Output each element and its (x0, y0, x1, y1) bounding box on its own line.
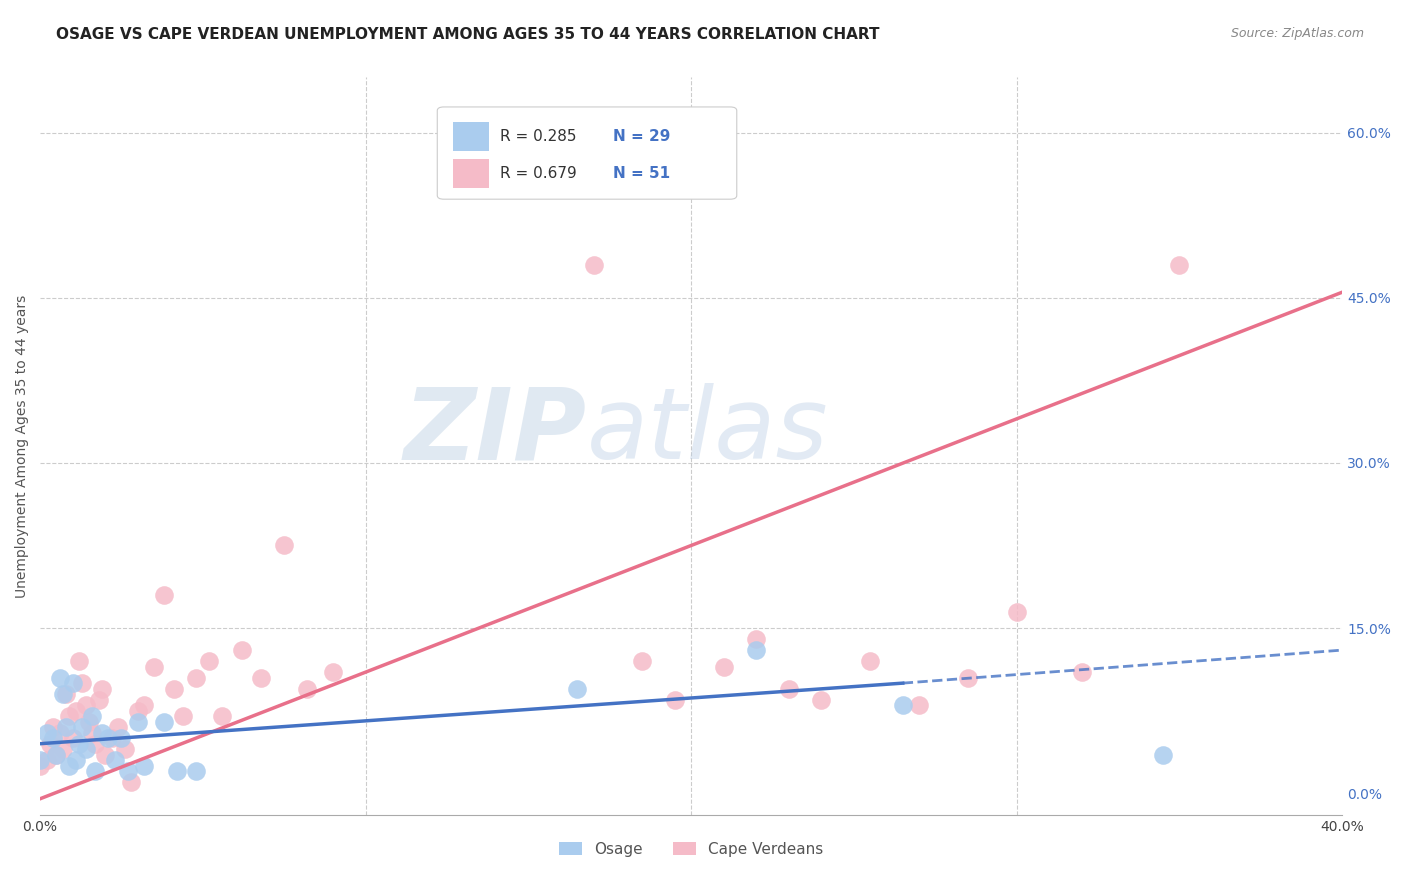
Point (211, 709, 233, 723)
Point (713, 659, 735, 673)
Point (35, 725, 58, 739)
Point (107, 720, 129, 734)
Legend: Osage, Cape Verdeans: Osage, Cape Verdeans (553, 836, 830, 863)
Point (859, 654, 882, 668)
Point (67, 654, 90, 668)
Point (153, 714, 176, 729)
Point (94, 747, 117, 762)
Point (810, 692, 832, 706)
Point (250, 671, 273, 685)
Text: OSAGE VS CAPE VERDEAN UNEMPLOYMENT AMONG AGES 35 TO 44 YEARS CORRELATION CHART: OSAGE VS CAPE VERDEAN UNEMPLOYMENT AMONG… (56, 27, 880, 42)
Text: Source: ZipAtlas.com: Source: ZipAtlas.com (1230, 27, 1364, 40)
Point (956, 671, 979, 685)
Point (67, 737, 90, 751)
Point (91, 681, 114, 696)
Point (172, 709, 194, 723)
Point (65, 753, 87, 767)
Point (186, 671, 208, 685)
Y-axis label: Unemployment Among Ages 35 to 44 years: Unemployment Among Ages 35 to 44 years (15, 294, 30, 598)
Point (143, 659, 166, 673)
Point (162, 681, 184, 696)
Text: R = 0.285: R = 0.285 (499, 129, 576, 144)
Point (273, 539, 295, 553)
Point (75, 742, 97, 756)
Point (91, 725, 114, 739)
Point (1152, 747, 1174, 762)
Point (62, 731, 84, 746)
Point (134, 758, 156, 772)
Point (567, 681, 589, 696)
Text: R = 0.679: R = 0.679 (499, 166, 576, 181)
Point (127, 714, 149, 729)
Text: N = 29: N = 29 (613, 129, 671, 144)
Point (322, 665, 344, 679)
Point (45, 747, 67, 762)
Point (127, 704, 149, 718)
Point (891, 698, 914, 713)
Point (104, 753, 127, 767)
Point (745, 643, 768, 657)
Point (745, 632, 768, 646)
FancyBboxPatch shape (437, 107, 737, 199)
Point (84, 764, 107, 779)
Point (72, 720, 94, 734)
Point (42, 720, 65, 734)
Point (120, 775, 142, 789)
Point (42, 731, 65, 746)
Point (82, 709, 104, 723)
Text: ZIP: ZIP (404, 383, 588, 480)
FancyBboxPatch shape (453, 159, 489, 188)
Point (231, 643, 253, 657)
Point (1168, 258, 1191, 272)
Point (114, 742, 136, 756)
Point (52, 687, 75, 701)
Point (908, 698, 931, 713)
Text: atlas: atlas (588, 383, 828, 480)
Point (58, 709, 80, 723)
Point (35, 753, 58, 767)
Point (58, 758, 80, 772)
Point (72, 676, 94, 690)
Point (30, 758, 52, 772)
Point (1070, 665, 1092, 679)
Point (45, 747, 67, 762)
Point (38, 737, 60, 751)
Point (117, 764, 139, 779)
Point (55, 687, 77, 701)
Point (153, 588, 176, 602)
Point (82, 725, 104, 739)
Point (75, 698, 97, 713)
Point (110, 731, 132, 746)
Point (65, 704, 87, 718)
Point (77, 714, 100, 729)
Point (134, 698, 156, 713)
Point (1005, 605, 1028, 619)
Point (664, 692, 686, 706)
Point (84, 737, 107, 751)
Point (48, 725, 70, 739)
Point (52, 742, 75, 756)
Point (778, 681, 800, 696)
Point (87, 692, 110, 706)
Point (48, 671, 70, 685)
Point (55, 720, 77, 734)
FancyBboxPatch shape (453, 121, 489, 152)
Point (631, 654, 654, 668)
Point (198, 654, 221, 668)
Point (186, 764, 208, 779)
Point (62, 676, 84, 690)
Text: N = 51: N = 51 (613, 166, 671, 181)
Point (295, 681, 318, 696)
Point (166, 764, 188, 779)
Point (582, 258, 605, 272)
Point (30, 753, 52, 767)
Point (97, 731, 120, 746)
Point (100, 731, 122, 746)
